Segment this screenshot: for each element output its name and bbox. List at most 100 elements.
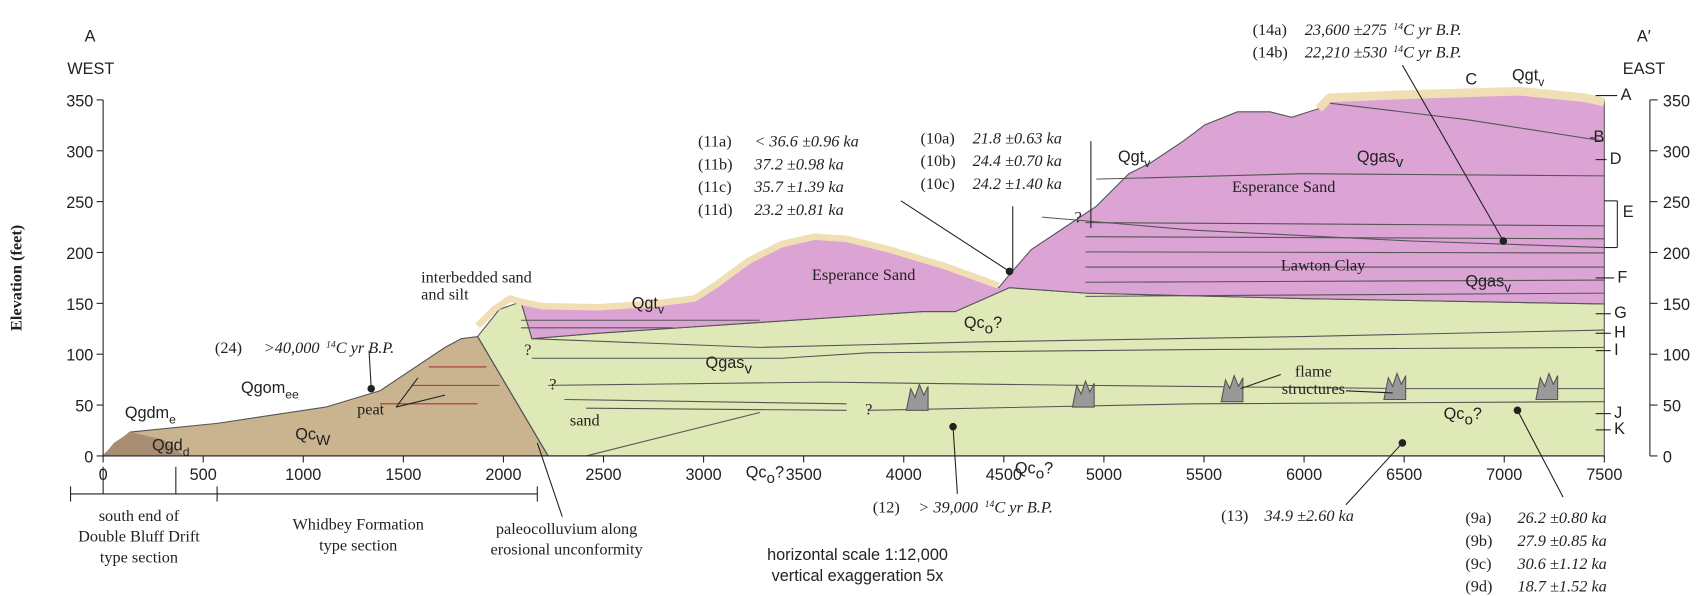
- sample-age: 34.9 ±2.60 ka: [1264, 506, 1354, 525]
- unit-label: Qgomee: [241, 379, 299, 401]
- horizon-label: I: [1614, 341, 1619, 359]
- note: Whidbey Formation: [292, 515, 423, 534]
- unit-code: Qgt: [1118, 148, 1145, 166]
- unit-subscript: d: [183, 445, 190, 459]
- x-tick-label: 5500: [1186, 466, 1222, 484]
- sample-id: (10c): [920, 174, 954, 193]
- unit-query: ?: [1473, 405, 1482, 423]
- y2-tick-label: 200: [1663, 245, 1690, 263]
- x-tick-label: 2500: [585, 466, 621, 484]
- x-tick-label: 5000: [1086, 466, 1122, 484]
- horizon-label: C: [1465, 71, 1477, 89]
- unit-code: Qgdm: [125, 404, 169, 422]
- y-tick-label: 0: [84, 448, 93, 466]
- page: Elevation (feet) A A′ WEST EAST 05001000…: [0, 0, 1702, 596]
- y2-tick-label: 0: [1663, 448, 1672, 466]
- x-tick-label: 2000: [485, 466, 521, 484]
- unit-subscript: W: [316, 432, 331, 449]
- unit-code: Qc: [964, 314, 985, 332]
- y2-tick-label: 300: [1663, 143, 1690, 161]
- y-tick-label: 200: [66, 245, 93, 263]
- y-tick-label: 50: [75, 398, 93, 416]
- question-mark: ?: [524, 340, 531, 359]
- note: vertical exaggeration 5x: [772, 567, 944, 585]
- sample-age: 30.6 ±1.12 ka: [1516, 554, 1606, 573]
- y-axis-title: Elevation (feet): [7, 225, 26, 331]
- sample-age: 27.9 ±0.85 ka: [1517, 531, 1606, 550]
- feature-label: sand: [570, 411, 600, 430]
- x-tick-label: 0: [99, 466, 108, 484]
- x-tick-label: 4000: [886, 466, 922, 484]
- unit-code: Qgas: [1465, 273, 1504, 291]
- age-isotope: 14: [326, 339, 336, 350]
- note: type section: [100, 547, 178, 566]
- note: type section: [319, 535, 397, 554]
- feature-label: interbedded sand: [421, 267, 532, 286]
- age-value: 24.2 ±1.40 ka: [973, 174, 1062, 193]
- sample-id: (9b): [1465, 531, 1492, 550]
- unit-label: Qgtv: [1118, 148, 1151, 170]
- age-value: 23,600 ±275: [1305, 20, 1387, 39]
- horizon-label: B: [1593, 128, 1604, 146]
- age-value: 21.8 ±0.63 ka: [973, 128, 1062, 147]
- sample-id: (9c): [1465, 554, 1491, 573]
- question-mark: ?: [865, 400, 872, 419]
- unit-subscript: v: [658, 303, 665, 317]
- sample-age: 18.7 ±1.52 ka: [1517, 577, 1606, 596]
- unit-code: Qgd: [152, 437, 183, 455]
- age-value: 27.9 ±0.85 ka: [1517, 531, 1606, 550]
- unit-label: Qco?: [746, 464, 784, 487]
- feature-label: Esperance Sand: [1232, 177, 1335, 196]
- feature-label: peat: [357, 400, 385, 419]
- sample-id: (11b): [698, 154, 733, 173]
- age-value: >40,000: [264, 338, 320, 357]
- section-end: A′: [1637, 27, 1651, 45]
- feature-label: structures: [1282, 379, 1345, 398]
- y2-tick-label: 50: [1663, 398, 1681, 416]
- y2-tick-label: 100: [1663, 347, 1690, 365]
- x-tick-label: 1000: [285, 466, 321, 484]
- age-value: 35.7 ±1.39 ka: [753, 177, 843, 196]
- unit-code: Qgas: [1357, 148, 1396, 166]
- age-value: 22,210 ±530: [1305, 43, 1387, 62]
- age-isotope: 14: [1393, 44, 1403, 55]
- sample-age: 24.4 ±0.70 ka: [973, 151, 1062, 170]
- age-value: 30.6 ±1.12 ka: [1516, 554, 1606, 573]
- age-value: 37.2 ±0.98 ka: [753, 154, 843, 173]
- note: Double Bluff Drift: [78, 527, 200, 546]
- sample-id: (13): [1221, 506, 1248, 525]
- horizon-label: E: [1623, 203, 1634, 221]
- sample-id: (10b): [920, 151, 955, 170]
- sample-age: 35.7 ±1.39 ka: [753, 177, 843, 196]
- sample-id: (12): [873, 497, 900, 516]
- unit-code: Qgas: [706, 354, 745, 372]
- sample-id: (9a): [1465, 508, 1491, 527]
- x-tick-label: 1500: [385, 466, 421, 484]
- unit-subscript: o: [1464, 411, 1472, 428]
- unit-query: ?: [1044, 459, 1053, 477]
- note: horizontal scale 1:12,000: [767, 546, 948, 564]
- age-value: 18.7 ±1.52 ka: [1517, 577, 1606, 596]
- y2-tick-label: 150: [1663, 296, 1690, 314]
- west-label: WEST: [67, 60, 114, 78]
- unit-code: Qgom: [241, 379, 285, 397]
- age-unit: C yr B.P.: [994, 497, 1052, 516]
- note: paleocolluvium along: [496, 519, 637, 538]
- x-tick-label: 3000: [686, 466, 722, 484]
- sample-id: (11a): [698, 132, 732, 151]
- sample-id: (11d): [698, 200, 733, 219]
- unit-subscript: o: [767, 470, 775, 487]
- x-tick-label: 500: [190, 466, 217, 484]
- unit-subscript: v: [1144, 156, 1151, 170]
- sample-id: (14a): [1253, 20, 1287, 39]
- feature-label: flame: [1295, 362, 1332, 381]
- sample-age: 24.2 ±1.40 ka: [973, 174, 1062, 193]
- horizon-label: D: [1610, 150, 1622, 168]
- horizon-label: G: [1614, 304, 1627, 322]
- question-mark: ?: [549, 375, 556, 394]
- unit-subscript: v: [744, 360, 752, 377]
- x-tick-label: 6500: [1386, 466, 1422, 484]
- x-tick-label: 3500: [786, 466, 822, 484]
- unit-subscript: o: [985, 320, 993, 337]
